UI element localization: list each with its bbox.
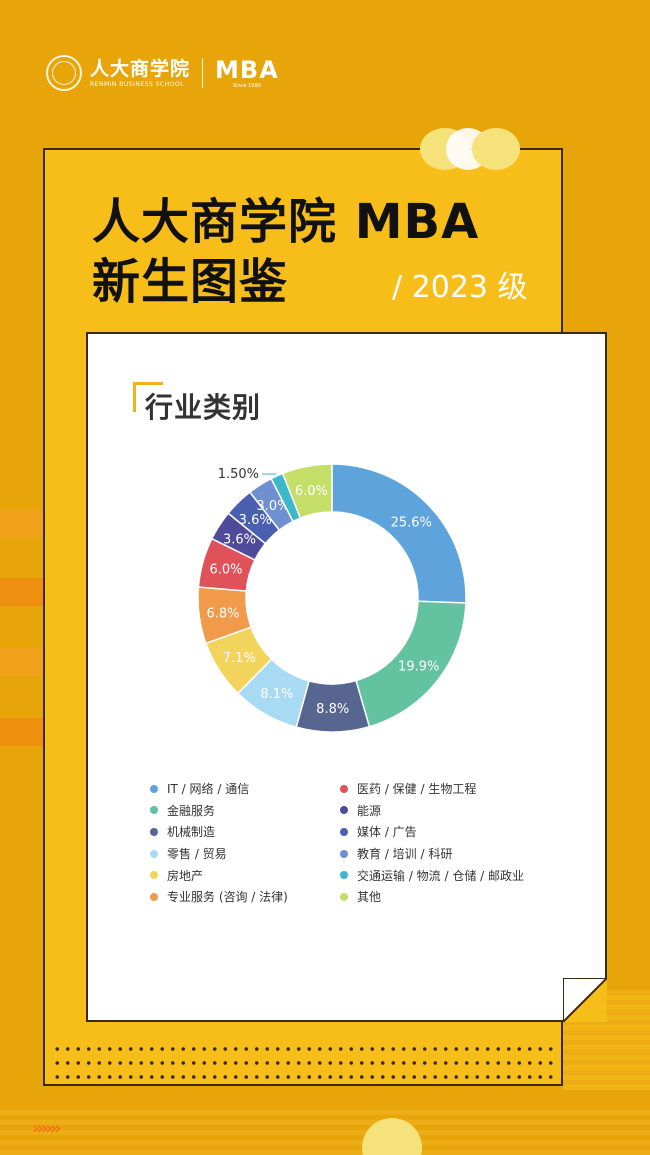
legend-item: 零售 / 贸易 — [150, 843, 288, 865]
section-title: 行业类别 — [145, 391, 262, 424]
mba-logo-block: MBA Since 1990 — [215, 57, 279, 90]
donut-chart: 25.6%19.9%8.8%8.1%7.1%6.8%6.0%3.6%3.6%3.… — [197, 463, 467, 733]
legend-label: 交通运输 / 物流 / 仓储 / 邮政业 — [357, 868, 525, 883]
legend-swatch — [340, 892, 348, 901]
legend-column: IT / 网络 / 通信 金融服务机械制造零售 / 贸易 房地产专业服务 (咨询 /… — [150, 778, 288, 908]
legend-swatch — [340, 784, 348, 793]
school-logo-text: 人大商学院 RENMIN BUSINESS SCHOOL — [90, 58, 190, 89]
legend-label: 零售 / 贸易 — [167, 847, 227, 862]
legend-item: 医药 / 保健 / 生物工程 — [340, 778, 524, 800]
mba-logo: MBA — [215, 55, 279, 84]
legend-item: 专业服务 (咨询 / 法律) — [150, 886, 288, 908]
slice-value-label: 7.1% — [223, 651, 256, 666]
legend-swatch — [340, 871, 348, 880]
donut-slice — [281, 463, 333, 520]
decor-stripe — [0, 510, 44, 538]
legend-item: IT / 网络 / 通信 — [150, 778, 288, 800]
legend-label: 媒体 / 广告 — [357, 825, 417, 840]
legend-swatch — [340, 849, 348, 858]
header-logo-bar: 人大商学院 RENMIN BUSINESS SCHOOL MBA Since 1… — [46, 55, 279, 91]
school-seal-logo — [46, 55, 82, 91]
dot-pattern — [52, 1042, 558, 1086]
slice-value-label: 8.1% — [260, 687, 293, 702]
legend-item: 金融服务 — [150, 800, 288, 822]
slice-value-label: 6.8% — [206, 606, 239, 621]
section-bracket-decor — [133, 382, 163, 412]
slice-value-label: 8.8% — [316, 702, 349, 717]
donut-slice — [331, 463, 467, 604]
slice-value-label: 3.0% — [257, 499, 290, 514]
legend-swatch — [150, 806, 158, 815]
slice-value-label: 25.6% — [391, 516, 432, 531]
decor-stripe — [0, 578, 44, 606]
legend-label: 房地产 — [167, 868, 204, 883]
slice-value-label: 3.6% — [223, 532, 256, 547]
slice-value-label: 1.50% — [218, 467, 259, 482]
chevron-decor-icon: ›››››› — [32, 1118, 61, 1139]
chart-card — [86, 332, 607, 1022]
legend-label: 其他 — [357, 890, 382, 905]
slice-value-label: 19.9% — [398, 660, 439, 675]
school-name-en: RENMIN BUSINESS SCHOOL — [90, 80, 184, 88]
legend-item: 机械制造 — [150, 821, 288, 843]
legend-swatch — [150, 892, 158, 901]
slice-value-label: 3.6% — [239, 513, 272, 528]
decor-stripe — [0, 718, 44, 746]
logo-divider — [202, 58, 204, 88]
legend-label: 金融服务 — [167, 803, 216, 818]
slice-value-label: 6.0% — [295, 484, 328, 499]
legend-column: 医药 / 保健 / 生物工程 能源媒体 / 广告教育 / 培训 / 科研交通运输 … — [340, 778, 524, 908]
decor-circle — [472, 128, 520, 170]
legend-label: 医药 / 保健 / 生物工程 — [357, 782, 477, 797]
legend-label: IT / 网络 / 通信 — [167, 782, 250, 797]
grade-label: / 2023 级 — [392, 270, 528, 305]
legend-item: 媒体 / 广告 — [340, 821, 524, 843]
legend-swatch — [150, 784, 158, 793]
page-fold-corner — [563, 978, 607, 1022]
legend-label: 专业服务 (咨询 / 法律) — [167, 890, 288, 905]
school-name: 人大商学院 — [90, 57, 191, 80]
legend-swatch — [150, 827, 158, 836]
legend-label: 机械制造 — [167, 825, 216, 840]
legend-swatch — [340, 806, 348, 815]
mba-since: Since 1990 — [232, 82, 261, 89]
legend-item: 房地产 — [150, 864, 288, 886]
decor-stripe — [0, 648, 44, 676]
legend-item: 其他 — [340, 886, 524, 908]
slice-value-label: 6.0% — [209, 563, 242, 578]
legend-item: 教育 / 培训 / 科研 — [340, 843, 524, 865]
legend-swatch — [150, 871, 158, 880]
poster-title-line1: 人大商学院 MBA — [92, 194, 480, 250]
legend-swatch — [150, 849, 158, 858]
bottom-stripe-band — [0, 1105, 650, 1155]
legend-label: 教育 / 培训 / 科研 — [357, 847, 453, 862]
legend-label: 能源 — [357, 803, 382, 818]
legend-item: 交通运输 / 物流 / 仓储 / 邮政业 — [340, 864, 524, 886]
legend-item: 能源 — [340, 800, 524, 822]
poster-title-line2: 新生图鉴 — [92, 254, 289, 310]
legend-swatch — [340, 827, 348, 836]
